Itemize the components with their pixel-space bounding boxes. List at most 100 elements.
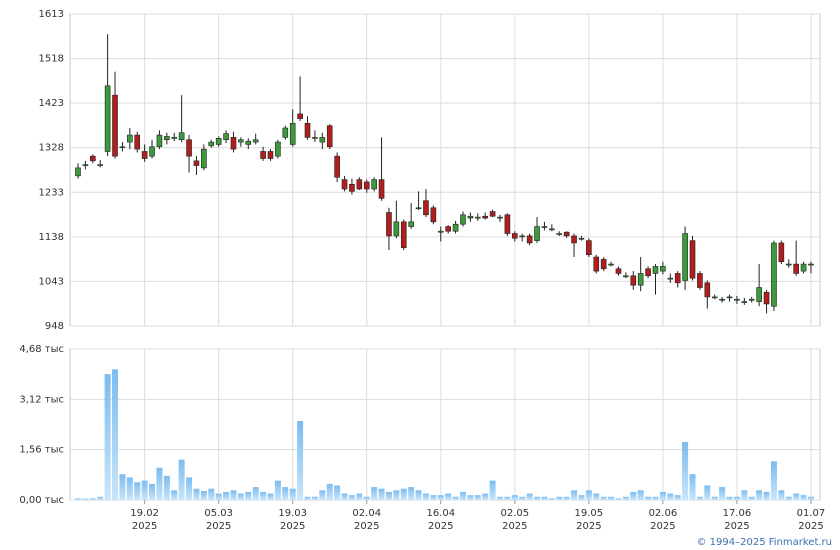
volume-bar — [696, 496, 703, 500]
x-tick-year: 2025 — [354, 521, 379, 532]
volume-bar — [267, 493, 274, 500]
candle-body — [334, 155, 340, 178]
volume-bar — [519, 496, 526, 500]
candle-body — [356, 179, 363, 190]
candle-body — [104, 85, 111, 152]
volume-bar — [711, 496, 718, 500]
volume-bar — [200, 490, 207, 500]
candle-body — [127, 134, 133, 143]
volume-bar — [548, 498, 555, 500]
volume-bar — [385, 491, 392, 500]
volume-bar — [334, 485, 341, 500]
candle-body — [771, 242, 777, 307]
candle-body — [467, 215, 474, 219]
candle-body — [223, 133, 229, 141]
volume-bar — [704, 485, 711, 500]
volume-bar — [82, 498, 89, 500]
candle-body — [415, 207, 422, 210]
volume-bar — [674, 495, 681, 500]
y-tick-label: 0,00 тыс — [19, 495, 64, 506]
candle-body — [660, 266, 666, 272]
candle-body — [156, 134, 163, 148]
x-tick-year: 2025 — [650, 521, 675, 532]
candle-body — [319, 137, 326, 143]
y-tick-label: 1328 — [39, 143, 64, 154]
candle-body — [571, 235, 577, 244]
candle-body — [763, 291, 770, 305]
y-tick-label: 1518 — [39, 54, 64, 65]
candle-body — [793, 263, 799, 274]
volume-bar — [371, 487, 378, 500]
candle-body — [697, 273, 703, 288]
candle-body — [682, 233, 688, 281]
volume-bar — [608, 496, 615, 500]
candle-body — [578, 237, 585, 240]
volume-bar — [223, 491, 230, 500]
candle-body — [371, 179, 377, 190]
candle-body — [408, 221, 414, 227]
candle-body — [541, 226, 548, 228]
candle-body — [504, 214, 511, 234]
candle-body — [460, 214, 466, 225]
volume-bar — [667, 493, 674, 500]
candle-body — [378, 179, 385, 199]
volume-bar — [778, 490, 785, 500]
candle-body — [400, 221, 407, 248]
volume-bar — [563, 496, 570, 500]
candle-body — [593, 256, 600, 272]
volume-bar — [149, 483, 156, 500]
candle-body — [652, 266, 659, 274]
x-tick-year: 2025 — [428, 521, 453, 532]
candle-body — [97, 164, 104, 166]
y-tick-label: 948 — [45, 321, 64, 332]
volume-bar — [304, 496, 311, 500]
candle-body — [615, 268, 622, 274]
x-tick-year: 2025 — [206, 521, 231, 532]
volume-bar — [348, 495, 355, 500]
candle-body — [667, 277, 674, 280]
volume-bar — [356, 493, 363, 500]
candle-body — [808, 263, 814, 266]
volume-bar — [193, 488, 200, 500]
volume-bar — [252, 487, 259, 500]
volume-bar — [363, 496, 370, 500]
volume-bar — [378, 488, 385, 500]
volume-bar — [260, 491, 267, 500]
volume-bar — [74, 498, 81, 500]
candle-body — [482, 215, 489, 219]
volume-bar — [659, 491, 666, 500]
candle-body — [312, 137, 318, 139]
volume-bar — [393, 490, 400, 500]
volume-bar — [326, 483, 333, 500]
candle-body — [512, 233, 518, 239]
candle-body — [756, 287, 762, 302]
candle-body — [208, 141, 215, 147]
candle-body — [741, 301, 748, 303]
candle-body — [186, 139, 192, 157]
x-tick-year: 2025 — [502, 521, 527, 532]
candle-body — [90, 155, 96, 162]
x-tick-label: 16.04 — [426, 508, 455, 519]
candle-body — [171, 137, 178, 139]
volume-bar — [459, 491, 466, 500]
candle-body — [75, 167, 81, 177]
volume-bar — [645, 496, 652, 500]
x-tick-label: 02.06 — [649, 508, 678, 519]
candle-body — [785, 263, 792, 266]
x-tick-year: 2025 — [798, 521, 823, 532]
volume-bar — [134, 482, 141, 500]
volume-bar — [230, 490, 237, 500]
candle-body — [534, 226, 540, 241]
volume-bar — [511, 495, 518, 500]
volume-bar — [341, 493, 348, 500]
candle-body — [363, 181, 370, 190]
candle-body — [519, 235, 526, 238]
volume-bar — [482, 493, 489, 500]
candle-body — [563, 231, 570, 237]
candle-body — [386, 212, 392, 237]
candle-body — [726, 296, 733, 299]
x-tick-label: 17.06 — [723, 508, 752, 519]
candle-body — [497, 216, 503, 219]
volume-bar — [578, 495, 585, 500]
